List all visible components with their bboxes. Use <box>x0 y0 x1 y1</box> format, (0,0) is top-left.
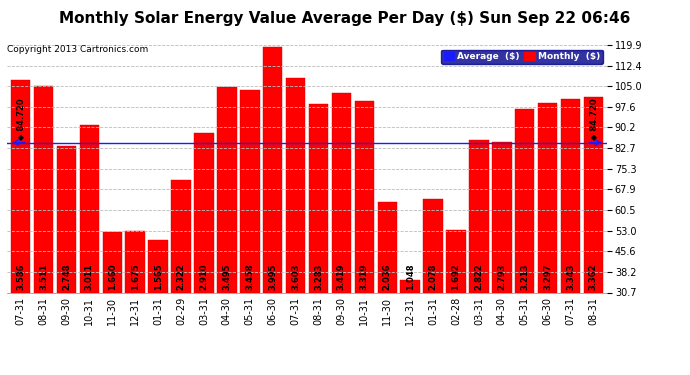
Text: 1.692: 1.692 <box>451 264 460 290</box>
Bar <box>538 103 558 292</box>
Bar <box>332 93 351 292</box>
Bar <box>308 104 328 292</box>
Text: 2.793: 2.793 <box>497 264 506 290</box>
Bar <box>34 86 53 292</box>
Bar <box>126 231 145 292</box>
Text: 1.660: 1.660 <box>108 264 117 290</box>
Bar <box>240 90 259 292</box>
Text: 3.362: 3.362 <box>589 264 598 290</box>
Text: 3.297: 3.297 <box>543 264 552 290</box>
Text: 1.048: 1.048 <box>406 264 415 290</box>
Bar <box>286 78 306 292</box>
Bar <box>424 199 443 292</box>
Text: 3.458: 3.458 <box>245 264 255 290</box>
Text: 3.283: 3.283 <box>314 264 323 290</box>
Text: 2.078: 2.078 <box>428 264 437 290</box>
Text: ◆ 84.720: ◆ 84.720 <box>16 98 25 140</box>
Bar <box>492 142 511 292</box>
Text: 3.419: 3.419 <box>337 264 346 290</box>
Bar <box>263 47 282 292</box>
Text: 1.565: 1.565 <box>154 264 163 290</box>
Bar <box>446 230 466 292</box>
Text: 2.822: 2.822 <box>475 264 484 290</box>
Bar <box>515 109 535 292</box>
Text: 3.495: 3.495 <box>222 264 231 290</box>
Text: 3.603: 3.603 <box>291 264 300 290</box>
Bar <box>57 146 76 292</box>
Bar <box>469 140 489 292</box>
Bar <box>377 202 397 292</box>
Text: 3.586: 3.586 <box>16 264 25 290</box>
Text: 3.213: 3.213 <box>520 264 529 290</box>
Text: 3.011: 3.011 <box>85 264 94 290</box>
Bar <box>148 240 168 292</box>
Bar <box>355 101 374 292</box>
Text: Monthly Solar Energy Value Average Per Day ($) Sun Sep 22 06:46: Monthly Solar Energy Value Average Per D… <box>59 11 631 26</box>
Text: 2.748: 2.748 <box>62 264 71 290</box>
Bar <box>171 180 190 292</box>
Text: 1.675: 1.675 <box>130 264 139 290</box>
Bar <box>103 232 122 292</box>
Bar <box>79 125 99 292</box>
Text: Copyright 2013 Cartronics.com: Copyright 2013 Cartronics.com <box>7 45 148 54</box>
Text: ◆ 84.720: ◆ 84.720 <box>589 98 598 140</box>
Text: 3.995: 3.995 <box>268 264 277 290</box>
Bar <box>561 99 580 292</box>
Bar <box>217 87 237 292</box>
Text: 2.910: 2.910 <box>199 264 208 290</box>
Bar <box>11 80 30 292</box>
Text: 3.319: 3.319 <box>359 264 369 290</box>
Bar <box>194 133 214 292</box>
Text: 2.322: 2.322 <box>177 264 186 290</box>
Text: 3.511: 3.511 <box>39 264 48 290</box>
Legend: Average  ($), Monthly  ($): Average ($), Monthly ($) <box>441 50 602 64</box>
Text: 2.036: 2.036 <box>383 264 392 290</box>
Text: 3.343: 3.343 <box>566 264 575 290</box>
Bar <box>400 280 420 292</box>
Bar <box>584 98 603 292</box>
